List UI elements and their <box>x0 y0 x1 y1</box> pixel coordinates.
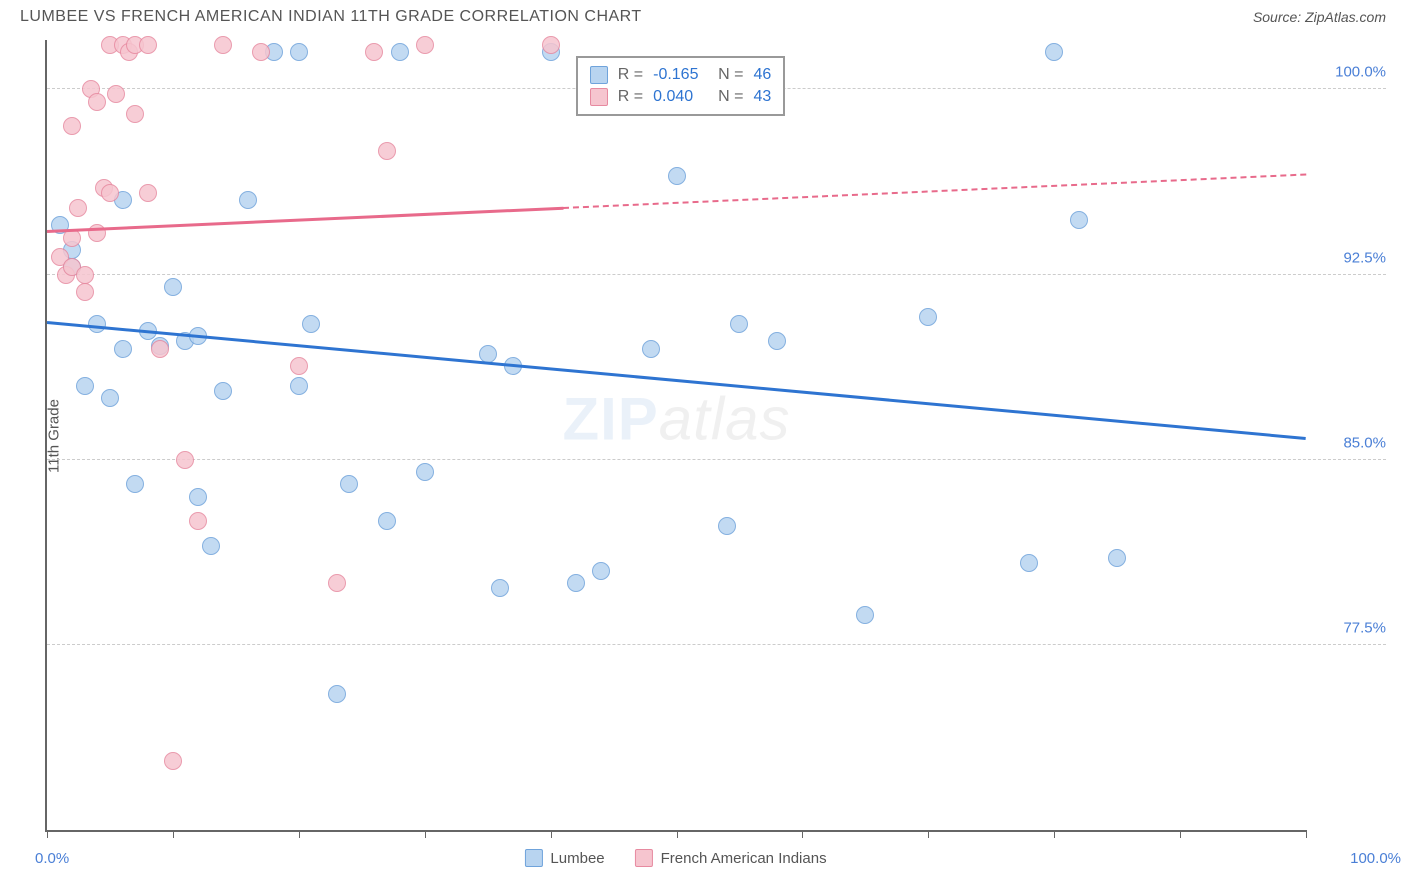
scatter-point <box>592 562 610 580</box>
scatter-point <box>151 340 169 358</box>
scatter-point <box>718 517 736 535</box>
scatter-point <box>340 475 358 493</box>
scatter-point <box>101 184 119 202</box>
scatter-point <box>416 36 434 54</box>
legend-swatch <box>635 849 653 867</box>
scatter-point <box>378 512 396 530</box>
scatter-point <box>1045 43 1063 61</box>
legend-item: Lumbee <box>524 849 604 867</box>
scatter-point <box>919 308 937 326</box>
trend-line <box>47 206 563 232</box>
scatter-point <box>252 43 270 61</box>
x-tick <box>802 830 803 838</box>
legend-row: R =0.040N =43 <box>590 86 771 108</box>
scatter-point <box>1020 554 1038 572</box>
scatter-point <box>189 512 207 530</box>
scatter-point <box>139 184 157 202</box>
chart-area: 11th Grade ZIPatlas 77.5%85.0%92.5%100.0… <box>45 40 1306 832</box>
scatter-point <box>491 579 509 597</box>
x-axis-max-label: 100.0% <box>1350 850 1401 867</box>
scatter-point <box>202 537 220 555</box>
scatter-point <box>164 278 182 296</box>
y-tick-label: 100.0% <box>1311 64 1386 81</box>
scatter-point <box>101 389 119 407</box>
scatter-point <box>214 382 232 400</box>
scatter-point <box>302 315 320 333</box>
scatter-point <box>1070 211 1088 229</box>
x-tick <box>425 830 426 838</box>
scatter-point <box>88 315 106 333</box>
scatter-point <box>416 463 434 481</box>
y-tick-label: 85.0% <box>1311 434 1386 451</box>
x-axis-min-label: 0.0% <box>35 850 69 867</box>
x-tick <box>1180 830 1181 838</box>
x-tick <box>299 830 300 838</box>
scatter-point <box>479 345 497 363</box>
scatter-point <box>668 167 686 185</box>
trend-line <box>47 321 1306 440</box>
scatter-point <box>107 85 125 103</box>
scatter-point <box>88 224 106 242</box>
legend-item: French American Indians <box>635 849 827 867</box>
scatter-point <box>768 332 786 350</box>
scatter-point <box>126 105 144 123</box>
gridline <box>47 644 1386 645</box>
chart-title: LUMBEE VS FRENCH AMERICAN INDIAN 11TH GR… <box>20 8 642 26</box>
x-tick <box>928 830 929 838</box>
scatter-point <box>139 36 157 54</box>
watermark: ZIPatlas <box>562 385 790 454</box>
scatter-point <box>76 377 94 395</box>
legend-swatch <box>590 66 608 84</box>
scatter-point <box>290 43 308 61</box>
scatter-point <box>730 315 748 333</box>
scatter-point <box>176 451 194 469</box>
header: LUMBEE VS FRENCH AMERICAN INDIAN 11TH GR… <box>0 0 1406 32</box>
x-tick <box>47 830 48 838</box>
legend-swatch <box>590 88 608 106</box>
scatter-point <box>328 574 346 592</box>
source-credit: Source: ZipAtlas.com <box>1253 9 1386 25</box>
x-tick <box>677 830 678 838</box>
legend-label: French American Indians <box>661 850 827 867</box>
scatter-point <box>189 488 207 506</box>
gridline <box>47 459 1386 460</box>
legend-row: R =-0.165N =46 <box>590 64 771 86</box>
y-tick-label: 92.5% <box>1311 249 1386 266</box>
scatter-point <box>114 340 132 358</box>
scatter-point <box>542 36 560 54</box>
plot-area: ZIPatlas 77.5%85.0%92.5%100.0%R =-0.165N… <box>45 40 1306 832</box>
correlation-legend: R =-0.165N =46R =0.040N =43 <box>576 56 785 116</box>
scatter-point <box>214 36 232 54</box>
scatter-point <box>164 752 182 770</box>
scatter-point <box>365 43 383 61</box>
scatter-point <box>642 340 660 358</box>
x-tick <box>1054 830 1055 838</box>
scatter-point <box>856 606 874 624</box>
scatter-point <box>567 574 585 592</box>
y-tick-label: 77.5% <box>1311 619 1386 636</box>
scatter-point <box>69 199 87 217</box>
scatter-point <box>1108 549 1126 567</box>
scatter-point <box>76 283 94 301</box>
scatter-point <box>328 685 346 703</box>
scatter-point <box>239 191 257 209</box>
legend-swatch <box>524 849 542 867</box>
legend-bottom: Lumbee French American Indians <box>524 849 826 867</box>
scatter-point <box>88 93 106 111</box>
scatter-point <box>126 475 144 493</box>
x-tick <box>551 830 552 838</box>
scatter-point <box>63 117 81 135</box>
scatter-point <box>290 357 308 375</box>
scatter-point <box>76 266 94 284</box>
x-tick <box>173 830 174 838</box>
x-tick <box>1306 830 1307 838</box>
scatter-point <box>391 43 409 61</box>
legend-label: Lumbee <box>550 850 604 867</box>
gridline <box>47 274 1386 275</box>
scatter-point <box>378 142 396 160</box>
scatter-point <box>290 377 308 395</box>
